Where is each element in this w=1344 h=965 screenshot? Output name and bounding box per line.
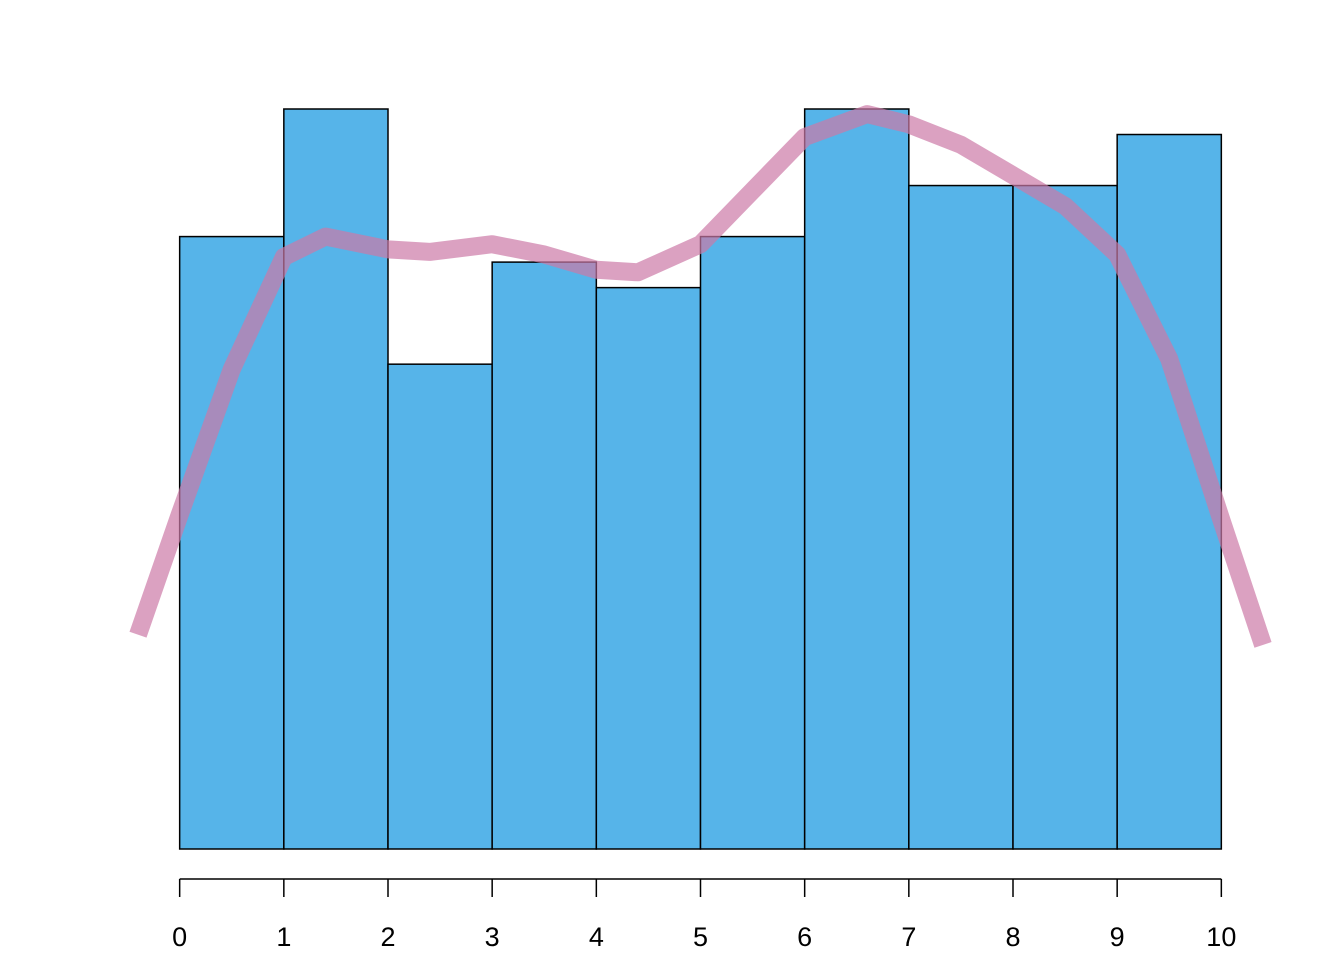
bar: [1012, 184, 1118, 850]
x-tick-label: 10: [1206, 922, 1236, 952]
x-tick-label: 5: [693, 922, 708, 952]
bar: [283, 108, 389, 850]
bar: [491, 261, 598, 850]
bar: [699, 235, 806, 850]
bar: [178, 235, 285, 850]
x-tick-label: 0: [172, 922, 187, 952]
x-tick-label: 6: [797, 922, 812, 952]
density-line: [129, 105, 1272, 648]
x-tick-label: 4: [589, 922, 604, 952]
x-tick-label: 7: [901, 922, 916, 952]
x-tick-label: 8: [1005, 922, 1020, 952]
x-tick-label: 9: [1110, 922, 1125, 952]
bar: [803, 108, 910, 850]
x-tick-label: 1: [276, 922, 291, 952]
bar: [908, 184, 1014, 850]
bar: [387, 363, 493, 850]
bar: [595, 286, 702, 850]
x-tick-label: 3: [485, 922, 500, 952]
x-tick-label: 2: [380, 922, 395, 952]
